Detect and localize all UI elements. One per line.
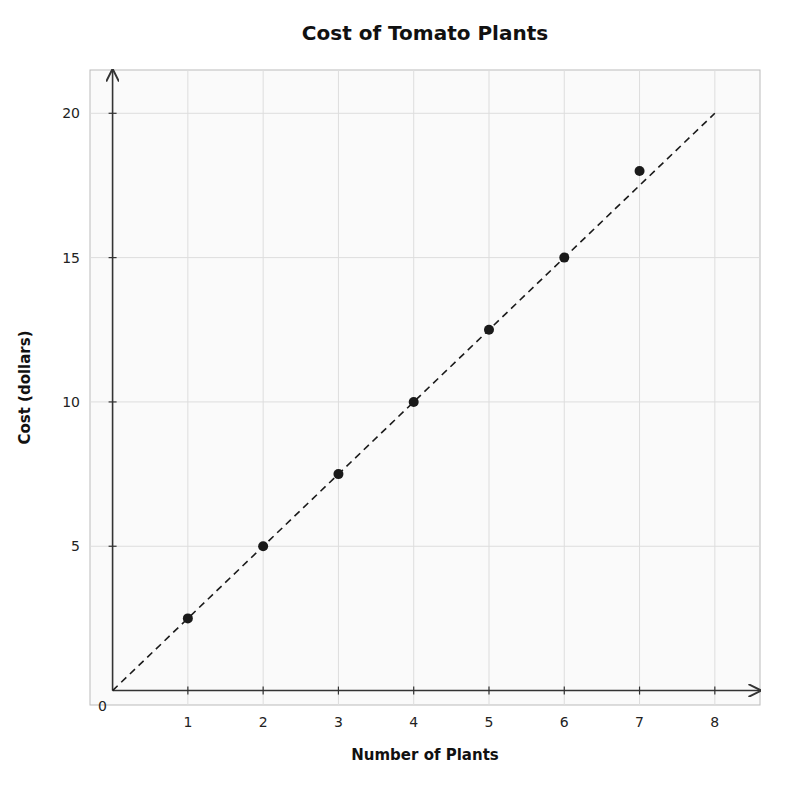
grid-line xyxy=(90,113,760,114)
y-tick-label: 15 xyxy=(62,250,80,266)
x-tick xyxy=(338,687,339,695)
y-tick xyxy=(109,546,117,547)
point xyxy=(183,613,193,623)
point xyxy=(484,325,494,335)
grid-line xyxy=(187,70,188,705)
point xyxy=(559,253,569,263)
grid-line xyxy=(413,70,414,705)
axes: 1 2 3 4 5 6 7 8 5 10 15 20 xyxy=(62,70,760,730)
line xyxy=(113,113,715,690)
point xyxy=(409,397,419,407)
y-tick-label: 10 xyxy=(62,394,80,410)
point xyxy=(258,541,268,551)
x-tick xyxy=(187,687,188,695)
x-axis-label: Number of Plants xyxy=(351,746,499,764)
x-tick xyxy=(639,687,640,695)
data xyxy=(113,113,715,690)
grid xyxy=(90,70,760,705)
x-tick xyxy=(263,687,264,695)
x-tick-label: 5 xyxy=(485,714,494,730)
grid-line xyxy=(338,70,339,705)
y-axis-line xyxy=(112,70,114,691)
x-tick-label: 3 xyxy=(334,714,343,730)
x-tick-label: 2 xyxy=(259,714,268,730)
y-axis-label: Cost (dollars) xyxy=(16,330,34,444)
y-tick-label: 20 xyxy=(62,105,80,121)
x-tick xyxy=(413,687,414,695)
grid-line xyxy=(564,70,565,705)
x-tick-label: 4 xyxy=(409,714,418,730)
grid-line xyxy=(90,401,760,402)
x-tick xyxy=(488,687,489,695)
grid-line xyxy=(90,546,760,547)
annotation: 0 xyxy=(98,698,107,714)
y-tick-label: 5 xyxy=(71,538,80,554)
x-tick-label: 8 xyxy=(710,714,719,730)
chart: 1 2 3 4 5 6 7 8 5 10 15 20 0 Cost of Tomato Plants Num… xyxy=(0,0,800,785)
point xyxy=(333,469,343,479)
x-tick xyxy=(714,687,715,695)
grid-line xyxy=(714,70,715,705)
y-tick xyxy=(109,401,117,402)
grid-line xyxy=(263,70,264,705)
grid-line xyxy=(639,70,640,705)
x-tick-label: 7 xyxy=(635,714,644,730)
y-tick xyxy=(109,113,117,114)
grid-line xyxy=(90,257,760,258)
x-tick-label: 6 xyxy=(560,714,569,730)
x-tick-label: 1 xyxy=(183,714,192,730)
plot-frame xyxy=(90,70,760,705)
x-tick xyxy=(564,687,565,695)
grid-line xyxy=(488,70,489,705)
point xyxy=(635,166,645,176)
title: Cost of Tomato Plants xyxy=(302,21,548,45)
y-tick xyxy=(109,257,117,258)
x-axis-line xyxy=(113,690,760,692)
